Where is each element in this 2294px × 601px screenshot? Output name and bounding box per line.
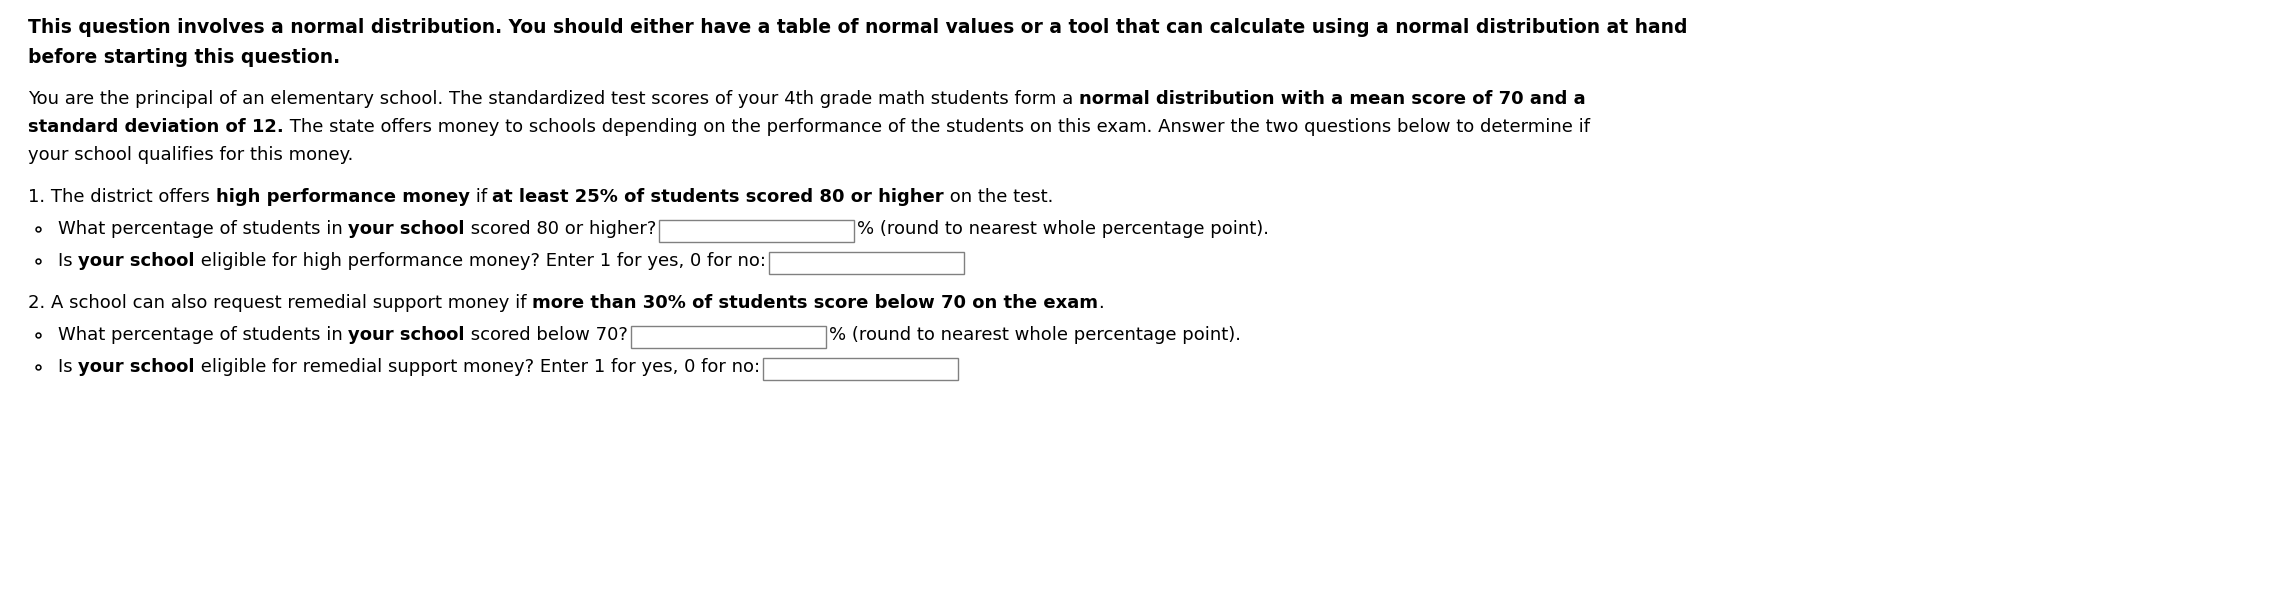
Text: on the test.: on the test. — [945, 188, 1053, 206]
Text: at least 25% of students scored 80 or higher: at least 25% of students scored 80 or hi… — [493, 188, 945, 206]
Text: more than 30% of students score below 70 on the exam: more than 30% of students score below 70… — [532, 294, 1099, 312]
Text: your school: your school — [78, 252, 195, 270]
Text: your school qualifies for this money.: your school qualifies for this money. — [28, 146, 353, 164]
Text: if: if — [470, 188, 493, 206]
Text: eligible for remedial support money? Enter 1 for yes, 0 for no:: eligible for remedial support money? Ent… — [195, 358, 759, 376]
Text: scored below 70?: scored below 70? — [466, 326, 629, 344]
Text: your school: your school — [78, 358, 195, 376]
Text: before starting this question.: before starting this question. — [28, 48, 340, 67]
Text: normal distribution with a mean score of 70 and a: normal distribution with a mean score of… — [1078, 90, 1585, 108]
Text: scored 80 or higher?: scored 80 or higher? — [466, 220, 656, 238]
Text: eligible for high performance money? Enter 1 for yes, 0 for no:: eligible for high performance money? Ent… — [195, 252, 766, 270]
Text: What percentage of students in: What percentage of students in — [57, 326, 349, 344]
Text: 2. A school can also request remedial support money if: 2. A school can also request remedial su… — [28, 294, 532, 312]
Text: high performance money: high performance money — [216, 188, 470, 206]
Text: your school: your school — [349, 220, 466, 238]
Text: 1. The district offers: 1. The district offers — [28, 188, 216, 206]
Text: The state offers money to schools depending on the performance of the students o: The state offers money to schools depend… — [284, 118, 1590, 136]
Text: standard deviation of 12.: standard deviation of 12. — [28, 118, 284, 136]
Text: This question involves a normal distribution. You should either have a table of : This question involves a normal distribu… — [28, 18, 1688, 37]
Text: Is: Is — [57, 358, 78, 376]
Text: % (round to nearest whole percentage point).: % (round to nearest whole percentage poi… — [828, 326, 1241, 344]
Text: % (round to nearest whole percentage point).: % (round to nearest whole percentage poi… — [858, 220, 1269, 238]
Text: .: . — [1099, 294, 1103, 312]
Text: You are the principal of an elementary school. The standardized test scores of y: You are the principal of an elementary s… — [28, 90, 1078, 108]
Text: Is: Is — [57, 252, 78, 270]
Text: What percentage of students in: What percentage of students in — [57, 220, 349, 238]
Text: your school: your school — [349, 326, 466, 344]
